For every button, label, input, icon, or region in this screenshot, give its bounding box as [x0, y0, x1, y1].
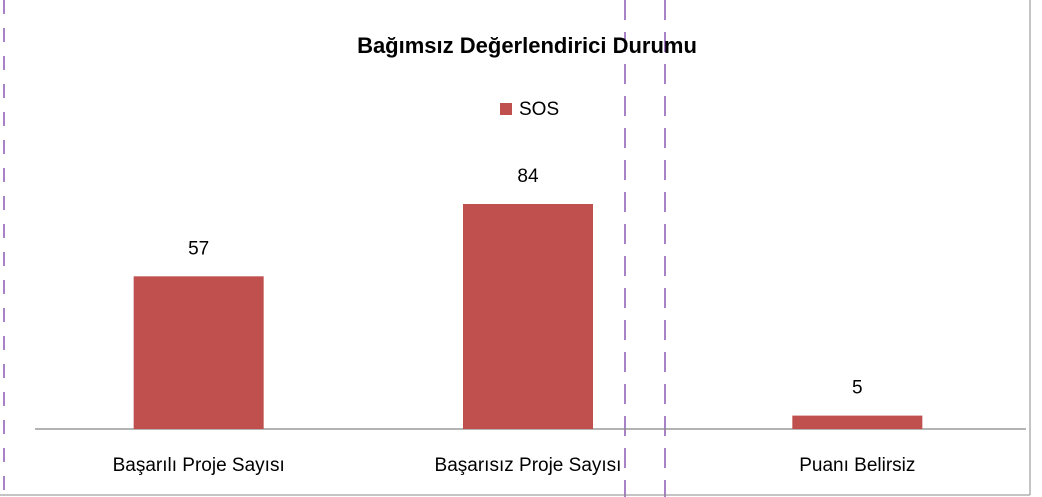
legend-label: SOS [519, 99, 559, 120]
x-tick-label: Başarısız Proje Sayısı [435, 455, 622, 476]
value-label: 84 [517, 166, 539, 187]
bar [463, 204, 593, 429]
bar [792, 415, 923, 429]
bar [133, 276, 264, 429]
value-label: 57 [188, 238, 209, 259]
value-label: 5 [852, 378, 863, 399]
x-tick-label: Puanı Belirsiz [799, 455, 915, 476]
chart-title: Bağımsız Değerlendirici Durumu [357, 33, 697, 58]
legend-swatch [500, 103, 512, 115]
x-tick-label: Başarılı Proje Sayısı [113, 455, 285, 476]
